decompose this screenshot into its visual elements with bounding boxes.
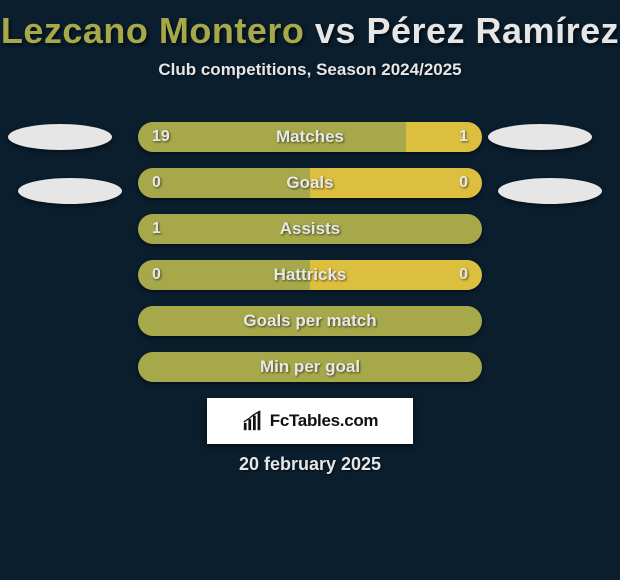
stat-label: Matches — [138, 122, 482, 152]
stat-row-matches: 19 Matches 1 — [138, 122, 482, 152]
player-right-marker — [498, 178, 602, 204]
subtitle: Club competitions, Season 2024/2025 — [0, 60, 620, 80]
comparison-card: Lezcano Montero vs Pérez Ramírez Club co… — [0, 0, 620, 580]
stat-row-goals-per-match: Goals per match — [138, 306, 482, 336]
stat-label: Assists — [138, 214, 482, 244]
title-left-player: Lezcano Montero — [1, 10, 305, 51]
stat-row-min-per-goal: Min per goal — [138, 352, 482, 382]
stat-label: Min per goal — [138, 352, 482, 382]
stats-area: 19 Matches 1 0 Goals 0 1 Assists 0 Hattr… — [138, 122, 482, 398]
player-right-marker — [488, 124, 592, 150]
fctables-logo: FcTables.com — [207, 398, 413, 444]
title-vs: vs — [315, 10, 356, 51]
stat-label: Hattricks — [138, 260, 482, 290]
player-left-marker — [8, 124, 112, 150]
stat-label: Goals per match — [138, 306, 482, 336]
footer-date: 20 february 2025 — [0, 454, 620, 475]
player-left-marker — [18, 178, 122, 204]
stat-row-hattricks: 0 Hattricks 0 — [138, 260, 482, 290]
stat-row-goals: 0 Goals 0 — [138, 168, 482, 198]
stat-label: Goals — [138, 168, 482, 198]
stat-row-assists: 1 Assists — [138, 214, 482, 244]
stat-right-value: 1 — [459, 122, 468, 152]
page-title: Lezcano Montero vs Pérez Ramírez — [0, 0, 620, 52]
logo-text: FcTables.com — [270, 411, 379, 431]
stat-right-value: 0 — [459, 168, 468, 198]
bar-chart-icon — [242, 410, 264, 432]
title-right-player: Pérez Ramírez — [366, 10, 619, 51]
stat-right-value: 0 — [459, 260, 468, 290]
